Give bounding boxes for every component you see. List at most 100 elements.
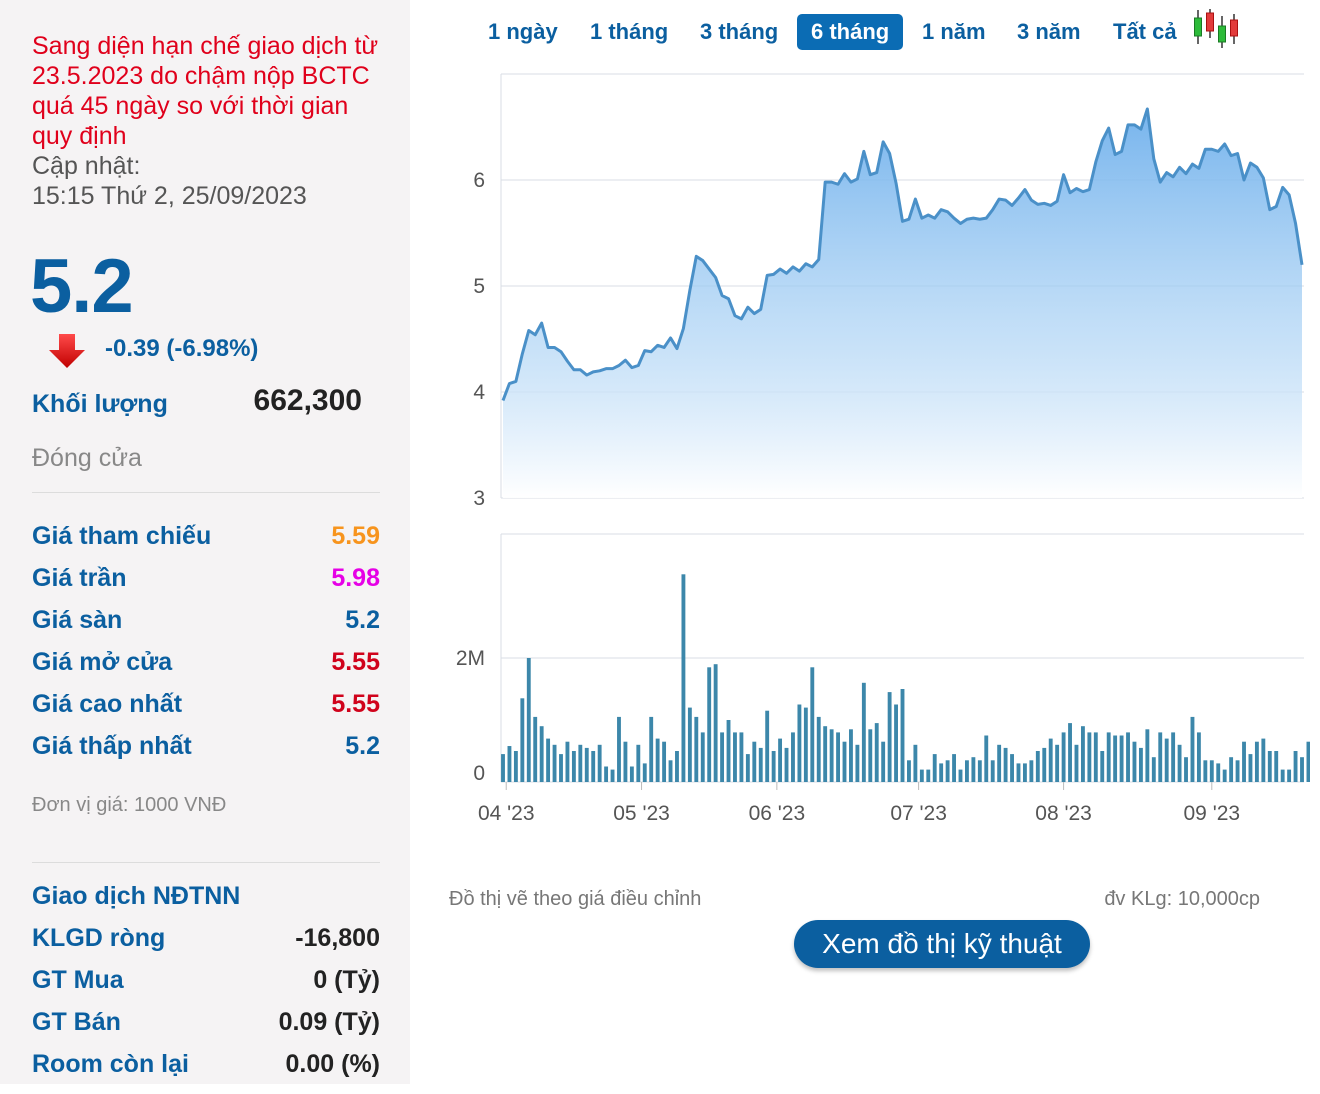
volume-bar <box>1267 751 1272 782</box>
volume-bar <box>520 698 525 782</box>
volume-bar <box>539 726 544 782</box>
current-price: 5.2 <box>30 244 134 329</box>
foreign-row: GT Bán 0.09 (Tỷ) <box>32 1008 380 1042</box>
price-change: -0.39 (-6.98%) <box>105 335 259 362</box>
volume-bar <box>971 757 976 782</box>
volume-bar <box>720 732 725 782</box>
foreign-label: GT Bán <box>32 1008 121 1036</box>
tab-1-year[interactable]: 1 năm <box>922 19 986 44</box>
tab-6-months[interactable]: 6 tháng <box>797 14 904 50</box>
volume-bar <box>1216 763 1221 782</box>
volume-bar <box>1177 744 1182 782</box>
volume-bar <box>668 760 673 782</box>
tab-3-months[interactable]: 3 tháng <box>700 19 779 44</box>
volume-bar <box>958 769 963 782</box>
volume-bar <box>1287 769 1292 782</box>
volume-bar <box>907 760 911 782</box>
volume-value: 662,300 <box>253 384 362 417</box>
volume-bar <box>662 741 667 782</box>
foreign-trading-title: Giao dịch NĐTNN <box>32 882 380 916</box>
volume-bar <box>1235 760 1240 782</box>
price-label: Giá thấp nhất <box>32 732 192 760</box>
tab-3-years[interactable]: 3 năm <box>1017 19 1081 44</box>
volume-bar <box>617 716 621 782</box>
volume-bar <box>1119 735 1124 782</box>
volume-bar <box>655 738 660 782</box>
volume-bar <box>868 729 873 782</box>
volume-bar <box>1229 757 1234 782</box>
volume-bar <box>1055 744 1060 782</box>
volume-bar <box>565 741 570 782</box>
volume-bar <box>1248 754 1253 782</box>
volume-bar <box>758 747 763 782</box>
volume-bar <box>913 744 918 782</box>
volume-bar <box>1035 751 1040 782</box>
foreign-value: 0.09 (Tỷ) <box>278 1008 380 1036</box>
volume-bar <box>919 769 924 782</box>
volume-bar <box>604 766 609 782</box>
volume-bar <box>1190 716 1195 782</box>
volume-tick-label: 0 <box>473 762 485 785</box>
candlestick-chart-icon[interactable] <box>1192 8 1240 50</box>
volume-bar <box>1261 738 1266 782</box>
price-label: Giá sàn <box>32 606 123 634</box>
price-row-reference: Giá tham chiếu 5.59 <box>32 522 380 556</box>
divider <box>32 862 380 863</box>
price-label: Giá tham chiếu <box>32 522 212 550</box>
divider <box>32 492 380 493</box>
adjusted-price-note: Đồ thị vẽ theo giá điều chỉnh <box>449 888 702 910</box>
volume-bar <box>636 744 641 782</box>
volume-bar <box>900 689 905 782</box>
price-value: 5.55 <box>331 690 380 718</box>
volume-bar <box>842 741 847 782</box>
volume-plot <box>501 574 1310 782</box>
update-time: 15:15 Thứ 2, 25/09/2023 <box>32 182 307 210</box>
volume-bar <box>1010 754 1014 782</box>
price-plot <box>501 107 1304 499</box>
stock-info-panel: Sang diện hạn chế giao dịch từ 23.5.2023… <box>0 0 410 1084</box>
volume-bar <box>1080 726 1085 782</box>
volume-bar <box>874 723 879 782</box>
volume-bar <box>887 692 892 782</box>
price-value: 5.59 <box>331 522 380 550</box>
foreign-row: Room còn lại 0.00 (%) <box>32 1050 380 1084</box>
volume-bar <box>1209 760 1214 782</box>
price-value: 5.55 <box>331 648 380 676</box>
volume-bar <box>952 754 956 782</box>
volume-bar <box>771 751 776 782</box>
volume-label: Khối lượng <box>32 390 168 418</box>
volume-bar <box>932 754 937 782</box>
volume-bar <box>546 738 551 782</box>
technical-chart-button[interactable]: Xem đồ thị kỹ thuật <box>794 920 1090 968</box>
volume-bar <box>894 704 898 782</box>
volume-bar <box>1145 729 1150 782</box>
volume-bar <box>1029 760 1034 782</box>
volume-bar <box>926 769 931 782</box>
volume-bar <box>1164 738 1169 782</box>
tab-1-day[interactable]: 1 ngày <box>488 19 558 44</box>
tab-1-month[interactable]: 1 tháng <box>590 19 669 44</box>
volume-y-axis: 0 2M <box>456 647 485 785</box>
volume-bar <box>990 760 995 782</box>
tab-all[interactable]: Tất cả <box>1113 19 1177 44</box>
volume-bar <box>984 735 989 782</box>
foreign-label: GT Mua <box>32 966 124 994</box>
volume-bar <box>1242 741 1246 782</box>
volume-bar <box>1151 757 1156 782</box>
update-label: Cập nhật: <box>32 152 141 180</box>
volume-bar <box>1274 751 1279 782</box>
volume-bar <box>855 744 860 782</box>
volume-bar <box>578 744 583 782</box>
volume-bar <box>713 664 718 782</box>
volume-bar <box>1061 732 1066 782</box>
price-tick-label: 4 <box>473 381 485 404</box>
volume-bar <box>1171 732 1176 782</box>
date-x-axis: 04 '23 05 '23 06 '23 07 '23 08 '23 09 '23 <box>478 782 1240 825</box>
volume-bar <box>687 707 692 782</box>
price-value: 5.2 <box>345 732 380 760</box>
x-tick-label: 05 '23 <box>613 802 670 825</box>
volume-unit-note: đv KLg: 10,000cp <box>1104 888 1260 910</box>
x-tick-label: 04 '23 <box>478 802 535 825</box>
volume-bar <box>778 738 783 782</box>
